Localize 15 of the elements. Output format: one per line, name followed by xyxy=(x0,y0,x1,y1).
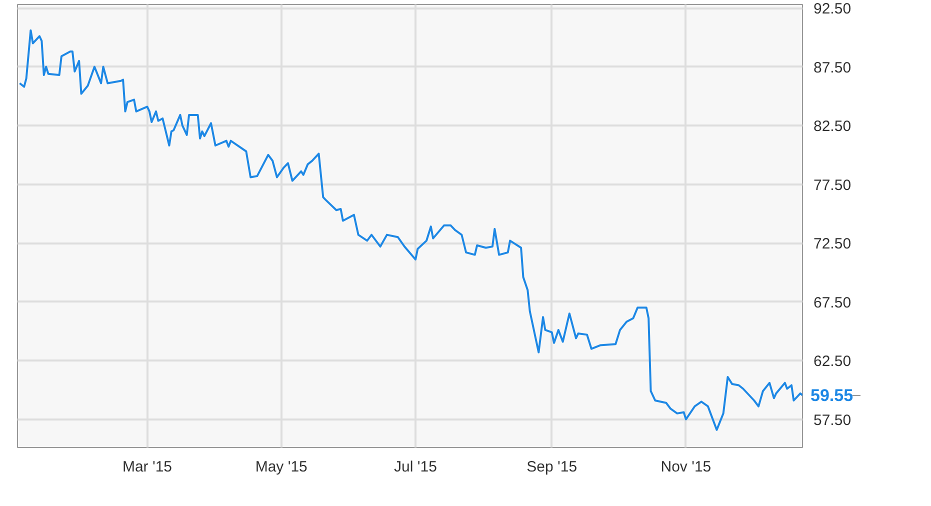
y-tick-label: 77.50 xyxy=(814,176,852,194)
y-tick-label: 67.50 xyxy=(814,294,852,312)
y-tick-label: 72.50 xyxy=(814,236,852,253)
y-tick-label: 87.50 xyxy=(814,59,852,76)
line-series xyxy=(18,29,802,431)
x-tick-label: Mar '15 xyxy=(122,458,172,476)
x-tick-label: May '15 xyxy=(255,458,308,476)
y-tick-label: 57.50 xyxy=(814,412,852,429)
x-tick-label: Nov '15 xyxy=(660,458,712,476)
text: 59.55 xyxy=(810,386,854,406)
y-tick-label: 92.50 xyxy=(814,0,852,18)
y-tick-label: 62.50 xyxy=(814,353,852,370)
x-tick-label: Jul '15 xyxy=(394,458,437,476)
y-tick-label: 82.50 xyxy=(814,118,852,136)
x-tick-label: Sep '15 xyxy=(526,458,578,476)
